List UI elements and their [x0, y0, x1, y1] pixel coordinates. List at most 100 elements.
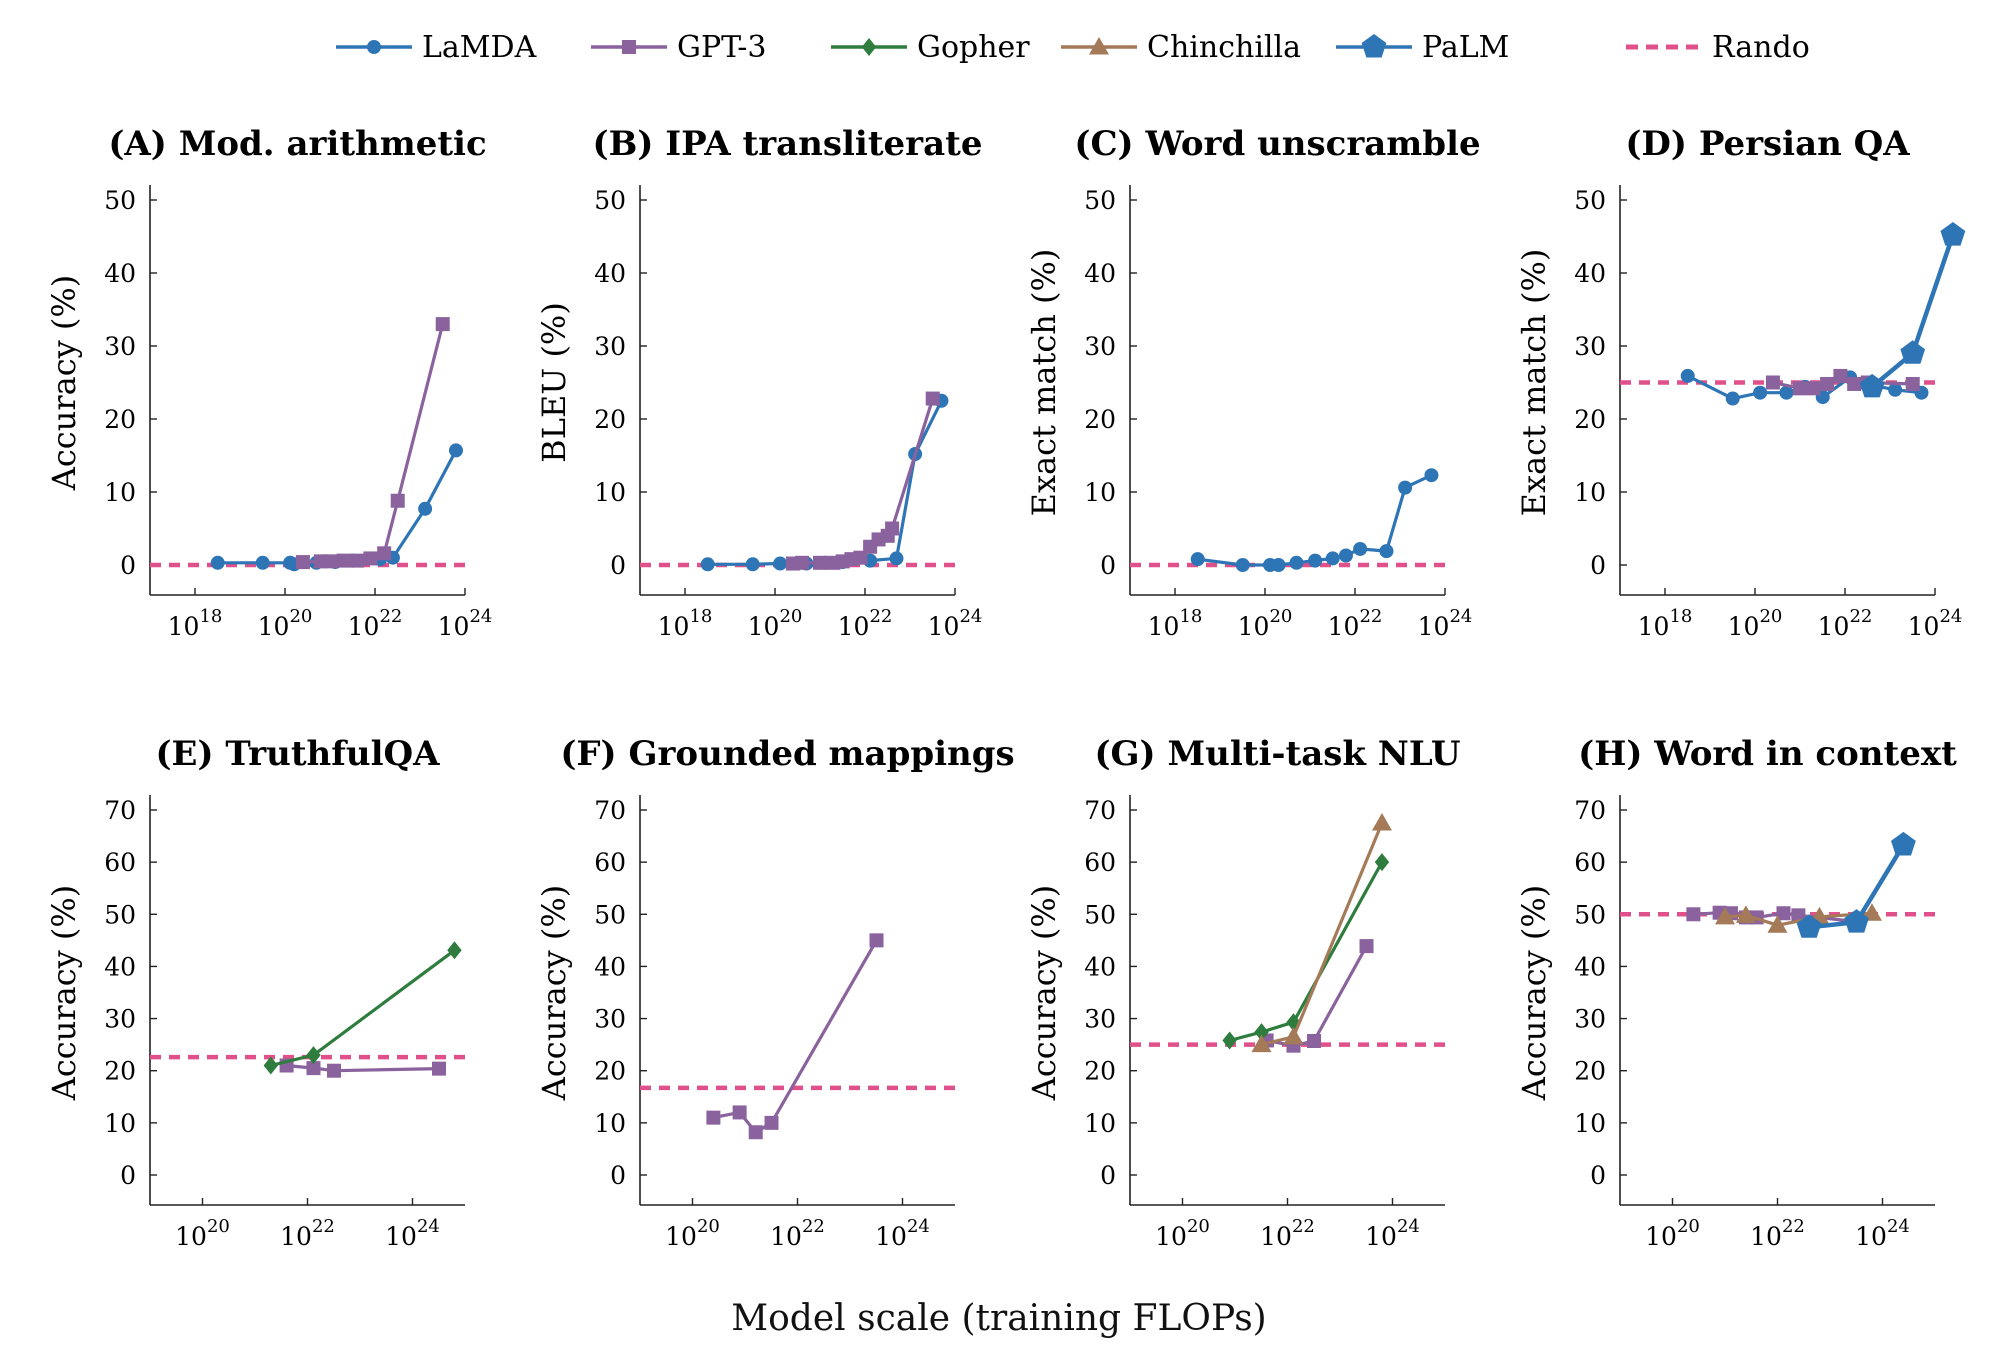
data-point-chinchilla — [1715, 906, 1735, 925]
y-tick-label: 40 — [1084, 952, 1116, 981]
y-tick-label: 0 — [610, 551, 626, 580]
data-point-lamda — [1289, 555, 1304, 570]
y-tick-label: 70 — [104, 796, 136, 825]
y-axis-label: Accuracy (%) — [535, 885, 573, 1101]
y-tick-label: 10 — [594, 1109, 626, 1138]
series-line-gpt-3 — [713, 939, 878, 1134]
y-tick-label: 0 — [1590, 551, 1606, 580]
legend-label-gopher: Gopher — [917, 30, 1030, 65]
data-point-lamda — [1398, 480, 1413, 495]
y-tick-label: 10 — [1574, 478, 1606, 507]
x-tick-label: 1022 — [1328, 606, 1383, 641]
data-point-lamda — [418, 501, 433, 516]
legend-marker-chinchilla — [1089, 37, 1109, 55]
legend-item-gpt-3: GPT-3 — [591, 30, 767, 65]
data-point-gpt-3 — [748, 1125, 763, 1140]
data-point-chinchilla — [1251, 1034, 1272, 1053]
legend-marker-palm — [1361, 34, 1387, 58]
legend-label-chinchilla: Chinchilla — [1147, 30, 1301, 65]
data-point-gpt-3 — [732, 1105, 747, 1120]
series-line-gpt-3 — [302, 323, 445, 564]
data-point-gpt-3 — [1765, 375, 1780, 390]
data-point-gopher — [1374, 853, 1390, 872]
y-tick-label: 0 — [1100, 1161, 1116, 1190]
y-tick-label: 60 — [594, 848, 626, 877]
data-point-chinchilla — [1283, 1026, 1304, 1045]
y-tick-label: 30 — [104, 332, 136, 361]
data-point-gpt-3 — [764, 1115, 779, 1130]
y-axis-label: Accuracy (%) — [1025, 885, 1063, 1101]
y-axis-label: Accuracy (%) — [45, 885, 83, 1101]
data-point-gpt-3 — [1686, 907, 1701, 922]
panel-title: (H) Word in context — [1578, 734, 1957, 774]
y-tick-label: 50 — [1574, 900, 1606, 929]
y-tick-label: 70 — [1574, 796, 1606, 825]
data-point-palm — [1940, 222, 1966, 246]
data-point-gopher — [306, 1046, 321, 1065]
y-tick-label: 30 — [104, 1005, 136, 1034]
data-point-palm — [1844, 909, 1869, 933]
data-point-gopher — [1254, 1023, 1269, 1042]
data-point-palm — [1796, 914, 1822, 938]
data-point-gopher — [263, 1056, 279, 1075]
legend-item-lamda: LaMDA — [336, 30, 537, 65]
data-point-gpt-3 — [1307, 1033, 1322, 1048]
legend-item-palm: PaLM — [1336, 30, 1509, 65]
y-tick-label: 0 — [610, 1161, 626, 1190]
data-point-lamda — [1338, 548, 1353, 563]
series-line-lamda — [1197, 473, 1433, 567]
series-line-gpt-3 — [286, 1063, 440, 1073]
panel-title: (A) Mod. arithmetic — [108, 124, 486, 164]
data-point-gpt-3 — [1359, 939, 1374, 954]
y-tick-label: 10 — [594, 478, 626, 507]
x-tick-label: 1020 — [1155, 1216, 1210, 1251]
data-point-lamda — [448, 443, 463, 458]
y-tick-label: 10 — [1084, 1109, 1116, 1138]
y-tick-label: 30 — [594, 332, 626, 361]
panel-title: (D) Persian QA — [1625, 124, 1910, 164]
y-tick-label: 40 — [594, 259, 626, 288]
data-point-gpt-3 — [306, 1061, 321, 1076]
y-axis-label: Exact match (%) — [1515, 249, 1553, 517]
x-tick-label: 1018 — [1148, 606, 1203, 641]
y-tick-label: 30 — [1084, 332, 1116, 361]
panel-title: (E) TruthfulQA — [155, 734, 440, 774]
x-tick-label: 1022 — [1750, 1216, 1805, 1251]
data-point-lamda — [889, 551, 904, 566]
y-tick-label: 20 — [1084, 405, 1116, 434]
legend-item-random: Random — [1626, 30, 1810, 65]
data-point-gpt-3 — [327, 1063, 342, 1078]
data-point-lamda — [1753, 385, 1768, 400]
y-tick-label: 20 — [104, 405, 136, 434]
data-point-lamda — [1190, 552, 1205, 567]
y-tick-label: 30 — [1574, 1005, 1606, 1034]
panel-f: (F) Grounded mappings0102030405060701020… — [535, 734, 1015, 1251]
series-line-gopher — [270, 949, 456, 1068]
series-line-gpt-3 — [1266, 945, 1368, 1048]
x-tick-label: 1022 — [348, 606, 403, 641]
x-tick-label: 1020 — [175, 1216, 230, 1251]
x-tick-label: 1018 — [658, 606, 713, 641]
y-tick-label: 0 — [1100, 551, 1116, 580]
y-tick-label: 20 — [594, 405, 626, 434]
data-point-gpt-3 — [363, 551, 378, 566]
data-point-gpt-3 — [885, 521, 900, 536]
y-axis-label: Exact match (%) — [1025, 249, 1063, 517]
x-tick-label: 1020 — [258, 606, 313, 641]
x-tick-label: 1020 — [748, 606, 803, 641]
data-point-gpt-3 — [869, 933, 884, 948]
y-tick-label: 0 — [120, 1161, 136, 1190]
x-tick-label: 1022 — [280, 1216, 335, 1251]
data-point-gpt-3 — [295, 555, 310, 570]
y-tick-label: 40 — [1084, 259, 1116, 288]
x-tick-label: 1022 — [1260, 1216, 1315, 1251]
y-tick-label: 30 — [1574, 332, 1606, 361]
y-tick-label: 50 — [594, 900, 626, 929]
data-point-gpt-3 — [813, 555, 827, 570]
y-tick-label: 20 — [104, 1057, 136, 1086]
